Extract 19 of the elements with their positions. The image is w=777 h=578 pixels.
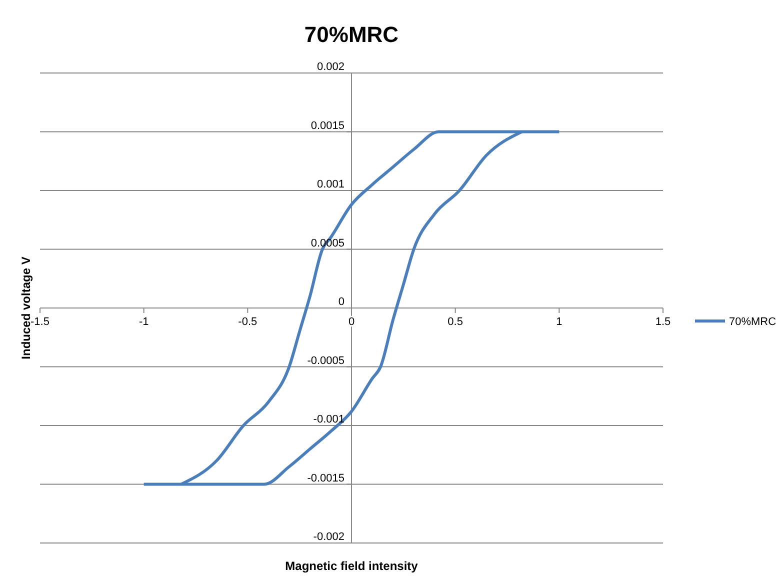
x-tick-label: 0 — [348, 316, 355, 328]
y-tick-label: 0.0015 — [310, 120, 344, 132]
y-tick-label: -0.0015 — [307, 472, 344, 484]
y-axis-title: Induced voltage V — [19, 256, 33, 360]
x-axis-title: Magnetic field intensity — [285, 559, 418, 573]
y-tick-label: 0.002 — [316, 61, 344, 73]
y-tick-label: -0.0005 — [307, 354, 344, 367]
y-tick-label: -0.001 — [313, 414, 344, 426]
y-tick-label: 0.001 — [316, 178, 344, 190]
x-tick-label: 1 — [556, 316, 562, 328]
x-tick-label: -0.5 — [238, 316, 258, 328]
y-tick-label: -0.002 — [313, 531, 344, 543]
chart-title: 70%MRC — [304, 22, 399, 47]
x-tick-label: 1.5 — [655, 316, 671, 328]
x-tick-label: 0.5 — [448, 316, 463, 328]
x-tick-label: -1.5 — [30, 316, 50, 328]
y-tick-label: 0 — [338, 296, 344, 308]
legend-label: 70%MRC — [729, 316, 776, 328]
x-tick-label: -1 — [138, 316, 149, 328]
